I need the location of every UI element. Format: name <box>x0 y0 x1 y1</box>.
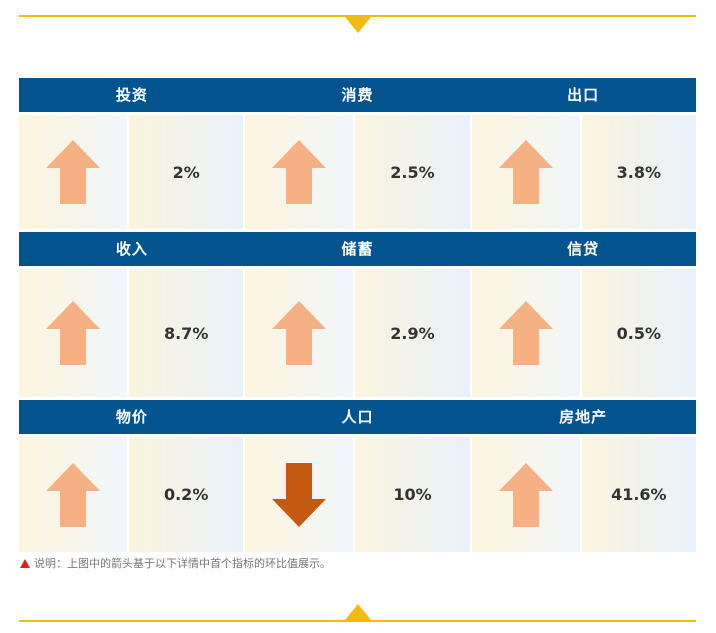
indicator-item-real-estate: 41.6% <box>471 437 696 552</box>
arrow-up-shape <box>272 301 327 365</box>
indicator-label: 人口 <box>341 408 374 426</box>
top-triangle-marker-icon <box>345 17 371 33</box>
arrow-cell <box>471 437 580 552</box>
indicator-label: 投资 <box>115 86 148 104</box>
arrow-cell <box>245 269 354 397</box>
arrow-up-shape <box>46 140 100 204</box>
indicator-label: 收入 <box>115 240 148 258</box>
indicator-value: 2.5% <box>355 115 470 229</box>
indicator-value: 0.2% <box>129 437 244 552</box>
indicator-item-population: 10% <box>245 437 470 552</box>
row-body: 8.7% 2.9% 0.5% <box>19 269 696 397</box>
indicator-item-credit: 0.5% <box>471 269 696 397</box>
arrow-down-icon <box>272 462 327 527</box>
indicator-value: 8.7% <box>129 269 244 397</box>
indicator-label: 房地产 <box>559 408 608 426</box>
arrow-up-shape <box>46 462 100 527</box>
arrow-down-shape <box>272 462 327 527</box>
indicator-item-consumption: 2.5% <box>245 115 470 229</box>
warning-triangle-icon <box>20 558 30 568</box>
indicator-grid: 投资 消费 出口 2% 2.5% 3.8% <box>19 78 696 552</box>
arrow-up-icon <box>272 140 327 204</box>
arrow-up-shape <box>498 301 553 365</box>
arrow-up-shape <box>498 462 553 527</box>
indicator-item-investment: 2% <box>19 115 244 229</box>
row-body: 0.2% 10% 41.6% <box>19 437 696 552</box>
arrow-up-icon <box>46 140 100 204</box>
indicator-item-export: 3.8% <box>471 115 696 229</box>
indicator-row: 物价 人口 房地产 0.2% 10% 41.6% <box>19 400 696 552</box>
indicator-label: 信贷 <box>567 240 600 258</box>
arrow-cell <box>19 437 127 552</box>
top-divider <box>19 15 696 17</box>
bottom-triangle-marker-icon <box>345 604 371 620</box>
footnote: 说明：上图中的箭头基于以下详情中首个指标的环比值展示。 <box>20 555 331 571</box>
arrow-up-icon <box>46 301 100 365</box>
bottom-divider <box>19 620 696 622</box>
arrow-up-icon <box>46 462 100 527</box>
indicator-value: 2% <box>129 115 244 229</box>
row-header: 收入 储蓄 信贷 <box>19 232 696 266</box>
footnote-text: 说明：上图中的箭头基于以下详情中首个指标的环比值展示。 <box>34 557 331 570</box>
indicator-row: 投资 消费 出口 2% 2.5% 3.8% <box>19 78 696 229</box>
indicator-value: 10% <box>355 437 470 552</box>
indicator-value: 41.6% <box>581 437 696 552</box>
arrow-up-icon <box>272 301 327 365</box>
row-body: 2% 2.5% 3.8% <box>19 115 696 229</box>
row-header: 投资 消费 出口 <box>19 78 696 112</box>
arrow-cell <box>471 115 580 229</box>
arrow-cell <box>245 437 354 552</box>
arrow-cell <box>471 269 580 397</box>
indicator-item-prices: 0.2% <box>19 437 244 552</box>
arrow-up-icon <box>498 140 553 204</box>
indicator-label: 出口 <box>567 86 600 104</box>
arrow-up-icon <box>498 462 553 527</box>
indicator-label: 消费 <box>341 86 374 104</box>
indicator-row: 收入 储蓄 信贷 8.7% 2.9% 0.5% <box>19 232 696 397</box>
indicator-item-income: 8.7% <box>19 269 244 397</box>
indicator-value: 2.9% <box>355 269 470 397</box>
arrow-up-shape <box>46 301 100 365</box>
arrow-cell <box>19 115 127 229</box>
row-header: 物价 人口 房地产 <box>19 400 696 434</box>
indicator-value: 3.8% <box>581 115 696 229</box>
indicator-value: 0.5% <box>581 269 696 397</box>
arrow-up-icon <box>498 301 553 365</box>
arrow-cell <box>19 269 127 397</box>
indicator-item-savings: 2.9% <box>245 269 470 397</box>
arrow-cell <box>245 115 354 229</box>
indicator-label: 储蓄 <box>341 240 374 258</box>
indicator-label: 物价 <box>115 408 148 426</box>
arrow-up-shape <box>498 140 553 204</box>
arrow-up-shape <box>272 140 327 204</box>
